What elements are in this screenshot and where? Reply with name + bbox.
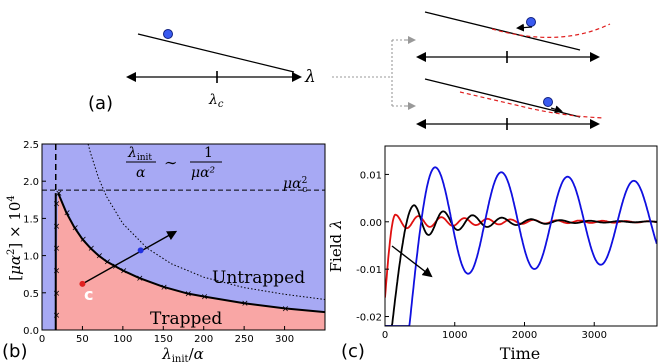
plot-frame (384, 145, 658, 327)
boundary-marker: × (282, 304, 290, 314)
panel-b: ××××××× × ×××× ×××××××××0 50 100 150 200 250 3000… (2, 140, 326, 362)
boundary-marker: × (88, 244, 96, 254)
ball-top-arrow (516, 23, 533, 32)
boundary-marker: × (63, 208, 71, 218)
potential-line-top (424, 11, 581, 51)
y-tick-label: -0.02 (356, 313, 382, 324)
ball-bottom-arrow (550, 105, 563, 114)
region-label-untrapped: Untrapped (212, 268, 305, 288)
panel-a-label: (a) (88, 93, 113, 114)
y-tick-label: 0.00 (360, 218, 382, 229)
vertical-marker: × (53, 266, 61, 276)
boundary-marker: × (79, 235, 87, 245)
panel-c-ylabel: Field λ (327, 220, 345, 273)
boundary-marker: × (55, 189, 63, 199)
boundary-marker: × (241, 299, 249, 309)
panel-c-xlabel: Time (500, 344, 540, 362)
critical-line-label: μα2 c (283, 176, 307, 195)
y-tick-label: 1.5 (23, 214, 39, 225)
x-tick-label: 1000 (442, 330, 467, 341)
point-label-c: c (84, 285, 93, 304)
ball-top (526, 17, 536, 27)
boundary-marker: × (185, 290, 193, 300)
svg-text:1: 1 (204, 145, 213, 161)
boundary-marker: × (201, 293, 209, 303)
boundary-marker: × (96, 252, 104, 262)
red-dashed-curve-bottom (459, 91, 605, 119)
vertical-marker: × (53, 200, 61, 210)
y-tick-label: -0.01 (356, 265, 382, 276)
x-tick-label: 3000 (582, 330, 607, 341)
critical-label: λc (208, 92, 224, 110)
x-tick-label: 2000 (512, 330, 537, 341)
vertical-marker: × (53, 311, 61, 321)
y-tick-label: 0.0 (23, 326, 39, 337)
panel-b-label: (b) (2, 341, 27, 362)
time-arrow (391, 245, 433, 278)
ball-marker (163, 29, 173, 39)
x-tick-label: 300 (275, 334, 294, 345)
svg-text:∼: ∼ (164, 153, 177, 172)
start-point (79, 280, 86, 287)
boundary-marker: × (112, 262, 120, 272)
ball-bottom (543, 97, 553, 107)
trajectory-arrow (82, 230, 178, 285)
tilted-potential-line (137, 33, 295, 73)
vertical-marker: × (53, 222, 61, 232)
x-tick-label: 100 (113, 334, 132, 345)
panel-b-ylabel: [μα2] × 104 (6, 195, 24, 281)
boundary-curve (57, 192, 326, 314)
boundary-marker: × (120, 266, 128, 276)
y-tick-label: 2.5 (23, 140, 39, 151)
vertical-marker: × (53, 289, 61, 299)
branch-connector (332, 39, 410, 107)
potential-line-bottom (424, 78, 581, 118)
svg-text:λinit: λinit (127, 145, 152, 163)
svg-text:α: α (136, 165, 146, 181)
red-dashed-curve-top (491, 23, 611, 38)
field-series-1 (385, 204, 657, 326)
y-tick-label: 0.01 (360, 170, 382, 181)
boundary-marker: × (160, 283, 168, 293)
region-label-trapped: Trapped (150, 309, 222, 329)
vertical-marker: × (53, 244, 61, 254)
x-tick-label: 0 (39, 334, 45, 345)
boundary-marker: × (71, 223, 79, 233)
y-tick-label: 1.0 (23, 252, 39, 263)
panel-c-label: (c) (341, 341, 365, 362)
lambda-axis-label: λ (304, 67, 316, 87)
x-tick-label: 50 (76, 334, 89, 345)
x-tick-label: 0 (382, 330, 388, 341)
y-tick-label: 2.0 (23, 177, 39, 188)
trapped-region (55, 193, 325, 330)
boundary-marker: × (104, 258, 112, 268)
panel-a: λ λc (a) (88, 11, 611, 130)
scaling-formula: λinit α ∼ 1 μα² (126, 145, 222, 181)
panel-c: 0 1000 2000 3000 -0.02 -0.01 0.00 0.01 (c) Fiel… (327, 145, 658, 362)
x-tick-label: 150 (154, 334, 173, 345)
panel-b-xlabel: λinit/α (161, 345, 204, 362)
x-tick-label: 250 (235, 334, 254, 345)
boundary-marker: × (136, 274, 144, 284)
plot-frame (41, 143, 326, 331)
svg-text:μα²: μα² (191, 165, 216, 181)
end-point (137, 247, 144, 254)
x-tick-label: 200 (194, 334, 213, 345)
y-tick-label: 0.5 (23, 289, 39, 300)
field-series-2 (385, 166, 657, 326)
